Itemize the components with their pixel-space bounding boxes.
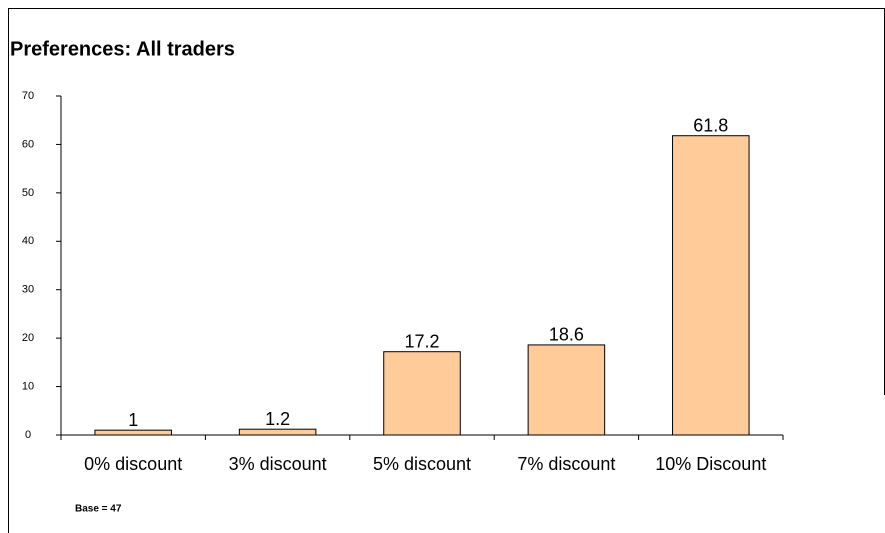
y-tick-label: 60 bbox=[22, 138, 34, 150]
y-tick-label: 10 bbox=[22, 380, 34, 392]
chart-title: Preferences: All traders bbox=[10, 38, 235, 60]
x-tick-label: 0% discount bbox=[84, 454, 182, 474]
x-tick-label: 5% discount bbox=[373, 454, 471, 474]
data-label: 18.6 bbox=[549, 325, 584, 345]
y-tick-label: 40 bbox=[22, 235, 34, 247]
bar bbox=[527, 344, 606, 436]
data-label: 1 bbox=[128, 410, 138, 430]
y-tick-label: 30 bbox=[22, 284, 34, 296]
x-tick-label: 3% discount bbox=[229, 454, 327, 474]
y-tick-label: 70 bbox=[22, 90, 34, 102]
y-tick-label: 50 bbox=[22, 187, 34, 199]
x-tick-label: 10% Discount bbox=[655, 454, 766, 474]
data-label: 17.2 bbox=[404, 331, 439, 351]
y-tick-label: 0 bbox=[25, 429, 31, 441]
data-label: 61.8 bbox=[693, 115, 728, 135]
data-label: 1.2 bbox=[265, 409, 290, 429]
bar bbox=[238, 428, 317, 436]
bar bbox=[94, 429, 172, 436]
annotation: Base = 47 bbox=[75, 504, 122, 515]
bar bbox=[383, 351, 461, 436]
bar bbox=[672, 135, 750, 436]
x-tick-label: 7% discount bbox=[517, 454, 615, 474]
y-tick-label: 20 bbox=[22, 332, 34, 344]
